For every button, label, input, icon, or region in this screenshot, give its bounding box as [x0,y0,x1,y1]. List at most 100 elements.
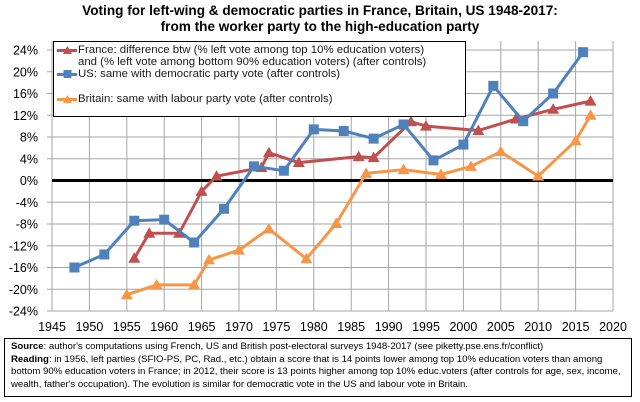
y-tick-label: 8% [20,131,38,145]
data-point-france [210,170,223,181]
data-point-britain [397,163,410,175]
x-tick-label: 2005 [487,320,515,334]
data-point-france [143,227,156,238]
data-point-us [159,214,170,225]
data-point-france [420,120,432,131]
data-point-us [99,249,110,260]
series-france [128,95,597,263]
source-text: : author's computations using French, US… [43,341,544,352]
data-point-france [352,150,365,162]
series-line-france [133,99,591,260]
data-point-britain [569,134,582,146]
data-point-us [548,88,559,99]
legend-label-france-2: and (% left vote among bottom 90% educat… [78,56,427,68]
data-point-us [129,215,140,226]
chart-title-line1: Voting for left-wing & democratic partie… [82,3,558,18]
y-tick-label: -4% [16,196,38,210]
data-point-us [518,116,529,127]
x-tick-label: 1980 [300,320,328,334]
x-axis-tick-labels: 1945 1950 1955 1960 1965 1970 1975 1980 1985 1990… [38,320,627,334]
x-tick-label: 1945 [38,320,66,334]
data-point-britain [300,252,313,264]
data-point-britain [203,253,216,265]
y-tick-label: -16% [9,261,38,275]
data-point-france [367,151,380,163]
x-tick-label: 2000 [449,320,477,334]
data-point-france [195,185,208,196]
y-axis-tick-labels: -24% -20% -16% -12% -8% -4% 0% 4% 8% 12% 16% 20% 24% [9,44,38,319]
x-tick-label: 1960 [150,320,178,334]
y-tick-label: 20% [13,65,38,79]
data-point-us [398,119,409,130]
data-point-us [458,139,469,150]
x-tick-label: 1970 [225,320,253,334]
y-tick-label: 16% [13,87,38,101]
y-tick-label: -12% [9,239,38,253]
x-tick-label: 2010 [524,320,552,334]
data-point-france [584,95,597,106]
chart-title: Voting for left-wing & democratic partie… [0,3,640,35]
y-tick-label: 24% [13,44,38,58]
legend-item-us: US: same with democratic party vote (aft… [57,68,340,80]
data-point-us [219,203,230,214]
data-point-britain [434,168,447,180]
data-point-britain [188,278,201,290]
x-tick-label: 1950 [75,320,103,334]
source-label: Source [11,341,44,352]
data-point-us [488,80,499,91]
x-tick-label: 1995 [412,320,440,334]
data-point-us [69,262,80,273]
data-point-britain [262,222,275,234]
legend-item-france: France: difference btw (% left vote amon… [57,44,426,68]
reading-label: Reading [11,353,49,365]
data-point-britain [494,145,507,157]
legend-item-britain: Britain: same with labour party vote (af… [57,93,333,105]
series-line-britain [126,114,592,297]
data-point-britain [464,160,477,171]
legend-swatch-us [57,68,77,80]
x-tick-label: 1965 [188,320,216,334]
data-point-us [338,126,349,137]
data-point-france [128,252,141,263]
data-point-us [248,161,259,172]
x-tick-label: 2020 [599,320,627,334]
legend-label-france-1: France: difference btw (% left vote amon… [78,44,425,56]
data-point-france [472,124,485,135]
legend-swatch-britain [57,93,77,105]
y-tick-label: -8% [16,218,38,232]
data-point-us [278,165,289,176]
data-point-britain [330,217,343,228]
legend-label-us: US: same with democratic party vote (aft… [78,68,341,80]
y-tick-label: 12% [13,109,38,123]
data-point-britain [150,278,163,290]
y-tick-label: -20% [9,283,38,297]
x-tick-label: 2015 [562,320,590,334]
data-point-us [578,47,589,58]
series-us [69,47,589,273]
data-point-britain [120,288,133,300]
x-tick-label: 1990 [375,320,403,334]
data-point-britain [360,167,373,178]
legend: France: difference btw (% left vote amon… [53,41,466,117]
x-tick-label: 1955 [113,320,141,334]
data-point-france [292,156,305,168]
legend-label-britain: Britain: same with labour party vote (af… [78,93,333,105]
x-tick-label: 1985 [337,320,365,334]
data-point-britain [532,170,545,181]
legend-swatch-france [57,44,77,56]
data-point-us [428,155,439,166]
y-tick-label: -24% [9,305,38,319]
data-point-britain [233,244,245,255]
x-tick-label: 1975 [262,320,290,334]
data-point-us [368,133,379,144]
data-point-france [262,146,275,158]
series-britain [120,109,597,300]
data-point-france [547,103,560,114]
data-point-us [189,237,200,248]
data-point-us [308,124,319,135]
data-point-britain [584,109,597,120]
y-tick-label: 0% [20,174,38,188]
footer-note: Source: author's computations using Fren… [4,338,632,397]
y-tick-label: 4% [20,152,38,166]
chart-subtitle: from the worker party to the high-educat… [160,19,480,34]
